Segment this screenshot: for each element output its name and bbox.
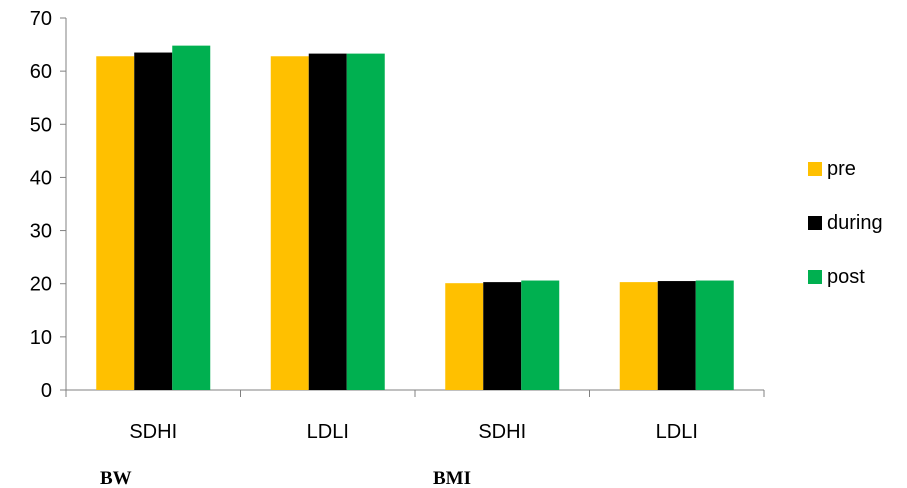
y-tick-label: 0: [41, 380, 52, 402]
category-label: LDLI: [307, 421, 349, 443]
bar-pre-1: [96, 56, 135, 391]
bars: [96, 45, 734, 391]
bar-post-4: [695, 280, 734, 390]
bar-during-1: [134, 52, 173, 391]
legend-label-pre: pre: [827, 158, 856, 180]
category-label: SDHI: [478, 421, 526, 443]
bar-post-2: [346, 53, 385, 390]
legend-label-during: during: [827, 212, 883, 234]
bar-post-3: [521, 280, 560, 390]
bar-during-3: [483, 282, 522, 390]
y-tick-label: 40: [30, 167, 52, 189]
legend-label-post: post: [827, 266, 865, 288]
y-tick-label: 50: [30, 114, 52, 136]
legend-swatch-post: [808, 270, 822, 284]
legend-swatch-during: [808, 216, 822, 230]
legend-swatch-pre: [808, 162, 822, 176]
y-axis: 0 10 20 30 40 50 60 70: [30, 8, 67, 402]
group-label: BMI: [433, 468, 471, 488]
bar-during-2: [308, 53, 347, 390]
y-tick-label: 20: [30, 274, 52, 296]
y-tick-label: 10: [30, 327, 52, 349]
bar-pre-4: [619, 282, 658, 390]
category-label: SDHI: [129, 421, 177, 443]
group-labels: BW BMI: [100, 468, 471, 488]
group-label: BW: [100, 468, 132, 488]
legend: pre during post: [808, 158, 883, 288]
category-label: LDLI: [656, 421, 698, 443]
y-tick-label: 60: [30, 61, 52, 83]
bar-pre-2: [270, 56, 309, 391]
x-axis: [65, 389, 765, 397]
bar-during-4: [657, 281, 696, 390]
category-labels: SDHI LDLI SDHI LDLI: [129, 421, 698, 443]
y-tick-label: 70: [30, 8, 52, 30]
bar-post-1: [172, 45, 211, 391]
bar-pre-3: [445, 283, 484, 390]
y-tick-label: 30: [30, 221, 52, 243]
